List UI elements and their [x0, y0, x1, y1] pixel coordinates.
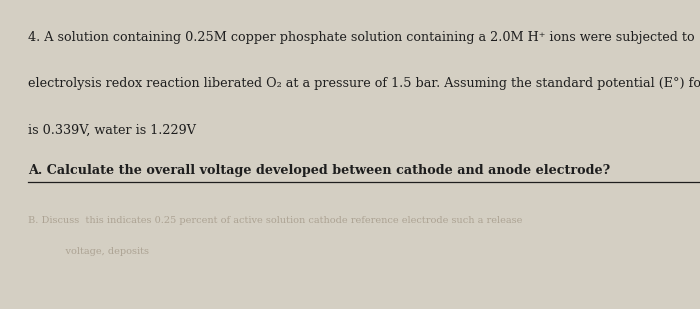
Text: 4. A solution containing 0.25M copper phosphate solution containing a 2.0M H⁺ io: 4. A solution containing 0.25M copper ph…: [28, 31, 694, 44]
Text: electrolysis redox reaction liberated O₂ at a pressure of 1.5 bar. Assuming the : electrolysis redox reaction liberated O₂…: [28, 77, 700, 90]
Text: voltage, deposits: voltage, deposits: [28, 247, 149, 256]
Text: is 0.339V, water is 1.229V: is 0.339V, water is 1.229V: [28, 124, 196, 137]
Text: B. Discuss  this indicates 0.25 percent of active solution cathode reference ele: B. Discuss this indicates 0.25 percent o…: [28, 216, 522, 225]
Text: A. Calculate the overall voltage developed between cathode and anode electrode?: A. Calculate the overall voltage develop…: [28, 164, 610, 177]
